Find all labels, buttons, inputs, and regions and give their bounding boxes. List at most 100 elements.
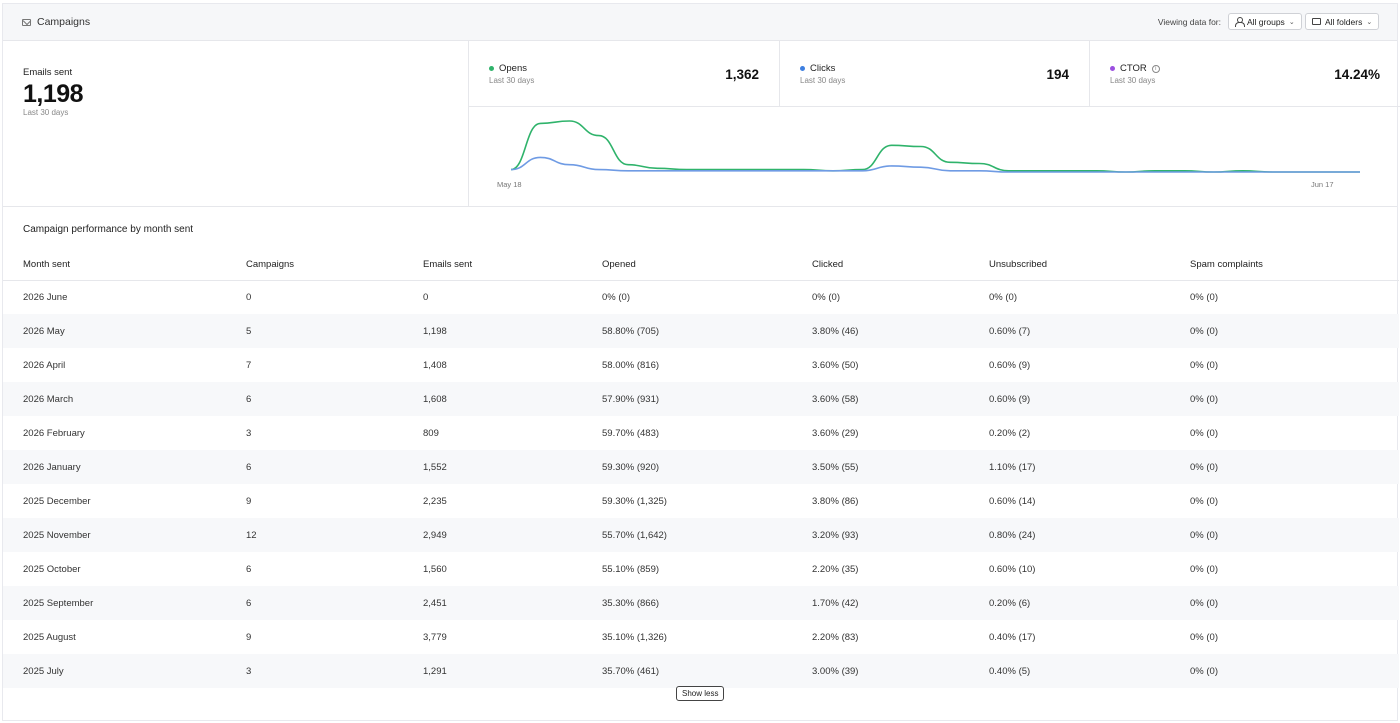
ctor-dot-icon: [1110, 66, 1115, 71]
user-icon: [1235, 17, 1245, 27]
show-less-button[interactable]: Show less: [676, 686, 725, 701]
column-header[interactable]: Emails sent: [423, 248, 602, 281]
table-cell: 2.20% (35): [812, 563, 859, 575]
table-cell: 0% (0): [1190, 314, 1399, 348]
x-axis-start-label: May 18: [497, 180, 522, 189]
table-cell: 2026 April: [23, 359, 66, 371]
table-cell: 0.60% (14): [989, 495, 1036, 507]
table-cell: 6: [246, 563, 252, 575]
metric-ctor-name: CTOR i: [1110, 63, 1160, 74]
metric-opens-value: 1,362: [725, 67, 759, 82]
metric-clicks-name: Clicks: [800, 63, 835, 74]
table-cell: 1.70% (42): [812, 586, 989, 620]
table-cell: 1,608: [423, 382, 602, 416]
column-header[interactable]: Clicked: [812, 248, 989, 281]
campaigns-panel: Campaigns Viewing data for: All groups ⌄…: [2, 3, 1400, 721]
table-cell: 0% (0): [1190, 291, 1218, 303]
table-cell: 0.60% (10): [989, 563, 1036, 575]
table-cell: 2025 July: [3, 654, 246, 688]
table-row: 2026 June 0 0 0% (0) 0% (0) 0% (0) 0% (0): [3, 280, 1399, 314]
series-line-1: [510, 156, 1360, 173]
table-cell: 0.20% (6): [989, 586, 1190, 620]
metric-clicks-period: Last 30 days: [800, 76, 846, 85]
viewing-data-label: Viewing data for:: [1157, 17, 1221, 27]
table-cell: 2,451: [423, 586, 602, 620]
table-cell: 35.70% (461): [602, 654, 812, 688]
table-cell: 0% (0): [1190, 382, 1399, 416]
groups-dropdown-label: All groups: [1247, 16, 1285, 27]
folders-dropdown-label: All folders: [1325, 16, 1363, 27]
groups-dropdown[interactable]: All groups ⌄: [1228, 13, 1302, 30]
column-header[interactable]: Month sent: [3, 248, 246, 281]
table-row: 2026 February 3 809 59.70% (483) 3.60% (29) 0…: [3, 416, 1399, 450]
table-cell: 0.40% (17): [989, 631, 1036, 643]
table-row: 2025 December 9 2,235 59.30% (1,325) 3.80% (…: [3, 484, 1399, 518]
table-cell: 2026 June: [23, 291, 68, 303]
table-cell: 2025 November: [3, 518, 246, 552]
table-title: Campaign performance by month sent: [23, 224, 194, 235]
emails-sent-label: Emails sent: [23, 67, 73, 78]
info-icon[interactable]: i: [1151, 64, 1160, 73]
table-cell: 9: [246, 495, 252, 507]
table-cell: 5: [246, 314, 423, 348]
table-cell: 2025 October: [23, 563, 81, 575]
panel-header: Campaigns Viewing data for: All groups ⌄…: [3, 4, 1397, 41]
table-row: 2026 January 6 1,552 59.30% (920) 3.50% (55)…: [3, 450, 1399, 484]
table-cell: 0.60% (7): [989, 314, 1190, 348]
emails-sent-summary: Emails sent 1,198 Last 30 days: [23, 67, 84, 117]
metric-opens-period: Last 30 days: [489, 76, 535, 85]
table-cell: 58.80% (705): [602, 314, 812, 348]
column-header[interactable]: Campaigns: [246, 248, 423, 281]
table-cell: 2026 March: [3, 382, 246, 416]
table-cell: 0% (0): [1190, 450, 1399, 484]
table-cell: 0% (0): [989, 291, 1017, 303]
table-cell: 59.70% (483): [602, 427, 660, 439]
table-cell: 6: [246, 450, 423, 484]
table-row: 2026 April 7 1,408 58.00% (816) 3.60% (50) 0.…: [3, 348, 1399, 382]
metric-ctor-value: 14.24%: [1334, 67, 1380, 82]
table-cell: 3.20% (93): [812, 518, 989, 552]
table-cell: 1.10% (17): [989, 450, 1190, 484]
metric-opens: Opens Last 30 days 1,362: [469, 41, 780, 107]
table-cell: 2,949: [423, 518, 602, 552]
metric-clicks-value: 194: [1046, 67, 1069, 82]
table-cell: 0% (0): [812, 291, 840, 303]
table-row: 2025 September 6 2,451 35.30% (866) 1.70% (4…: [3, 586, 1399, 620]
table-cell: 57.90% (931): [602, 382, 812, 416]
table-cell: 3.80% (46): [812, 314, 989, 348]
metric-ctor: CTOR i Last 30 days 14.24%: [1090, 41, 1400, 107]
table-cell: 59.30% (920): [602, 450, 812, 484]
metrics-pane: Opens Last 30 days 1,362 Clicks Last 30 …: [468, 41, 1400, 207]
table-cell: 0.20% (2): [989, 427, 1031, 439]
table-cell: 3.50% (55): [812, 450, 989, 484]
table-cell: 3.00% (39): [812, 654, 989, 688]
table-cell: 2.20% (83): [812, 631, 859, 643]
chevron-down-icon: ⌄: [1366, 18, 1373, 26]
table-cell: 1,408: [423, 359, 447, 371]
chevron-down-icon: ⌄: [1288, 18, 1295, 26]
metric-clicks: Clicks Last 30 days 194: [780, 41, 1090, 107]
x-axis-end-label: Jun 17: [1311, 180, 1334, 189]
table-cell: 0.60% (9): [989, 359, 1031, 371]
column-header[interactable]: Unsubscribed: [989, 248, 1190, 281]
metric-ctor-period: Last 30 days: [1110, 76, 1156, 85]
table-cell: 1,552: [423, 450, 602, 484]
table-cell: 55.10% (859): [602, 563, 660, 575]
column-header[interactable]: Spam complaints: [1190, 248, 1399, 281]
table-cell: 2025 December: [23, 495, 91, 507]
panel-title: Campaigns: [22, 16, 90, 28]
line-chart-svg: [510, 120, 1360, 173]
table-row: 2026 May 5 1,198 58.80% (705) 3.80% (46) 0.60…: [3, 314, 1399, 348]
table-cell: 0% (0): [1190, 586, 1399, 620]
table-row: 2026 March 6 1,608 57.90% (931) 3.60% (58) 0.…: [3, 382, 1399, 416]
opens-clicks-chart: May 18 Jun 17: [469, 107, 1400, 207]
table-cell: 0.40% (5): [989, 654, 1190, 688]
table-cell: 0% (0): [1190, 495, 1218, 507]
table-row: 2025 October 6 1,560 55.10% (859) 2.20% (35)…: [3, 552, 1399, 586]
table-cell: 6: [246, 586, 423, 620]
column-header[interactable]: Opened: [602, 248, 812, 281]
table-row: 2025 July 3 1,291 35.70% (461) 3.00% (39) 0.4…: [3, 654, 1399, 688]
table-cell: 3: [246, 427, 252, 439]
folders-dropdown[interactable]: All folders ⌄: [1305, 13, 1380, 30]
table-cell: 59.30% (1,325): [602, 495, 667, 507]
